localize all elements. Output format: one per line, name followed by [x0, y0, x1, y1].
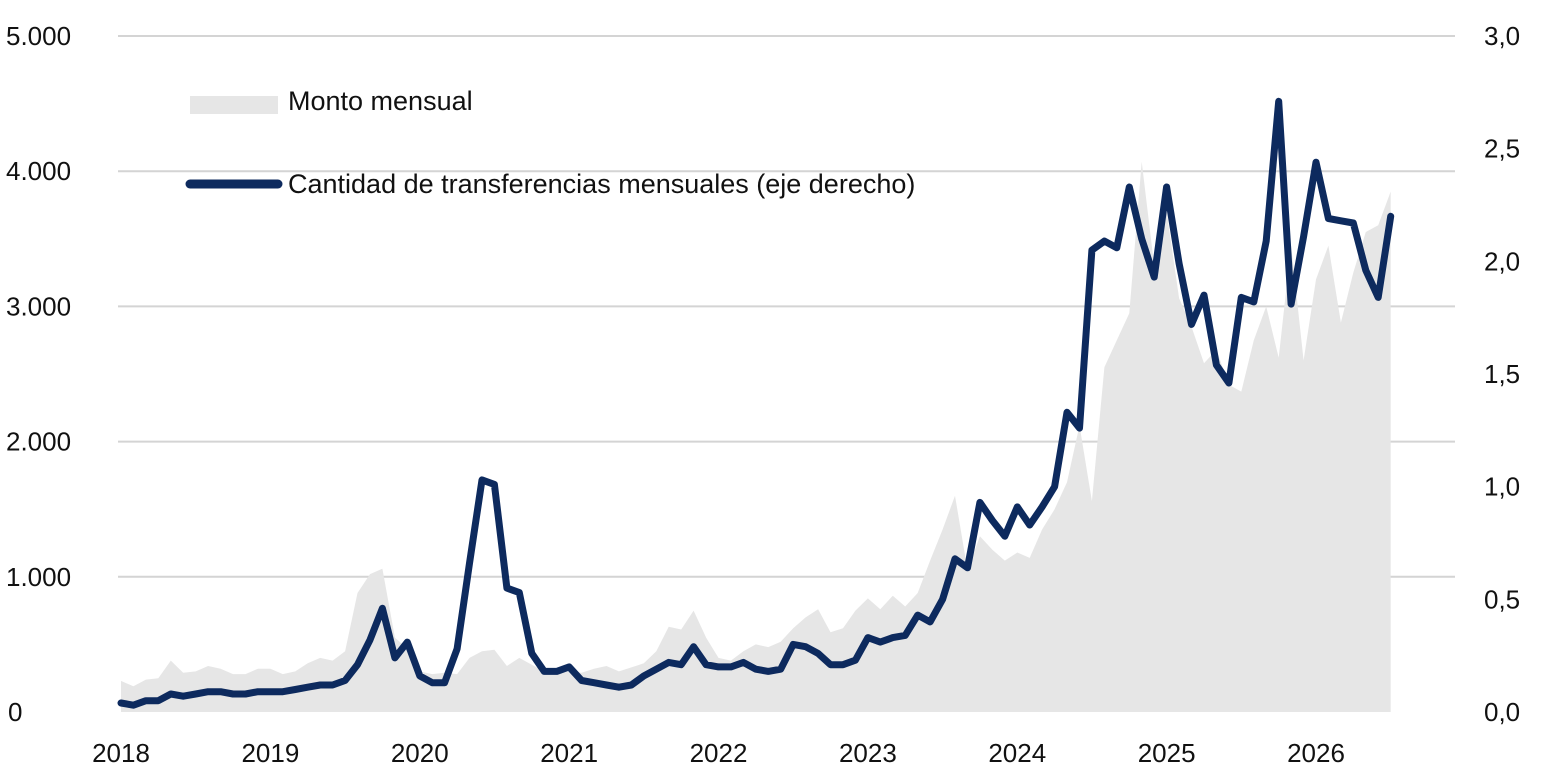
left-tick-label: 0	[8, 697, 22, 727]
x-tick-label: 2024	[988, 738, 1046, 768]
legend-label-area: Monto mensual	[288, 86, 473, 116]
right-tick-label: 0,0	[1484, 697, 1520, 727]
right-tick-label: 0,5	[1484, 584, 1520, 614]
legend: Monto mensual Cantidad de transferencias…	[185, 86, 915, 199]
left-axis-ticks: 0 1.000 2.000 3.000 4.000 5.000	[6, 21, 71, 727]
x-tick-label: 2021	[540, 738, 598, 768]
x-tick-label: 2018	[92, 738, 150, 768]
x-tick-label: 2026	[1287, 738, 1345, 768]
right-tick-label: 2,0	[1484, 246, 1520, 276]
right-tick-label: 2,5	[1484, 134, 1520, 164]
legend-area-swatch	[190, 96, 278, 114]
right-tick-label: 1,5	[1484, 359, 1520, 389]
x-tick-label: 2019	[241, 738, 299, 768]
left-tick-label: 5.000	[6, 21, 71, 51]
left-tick-label: 2.000	[6, 427, 71, 457]
right-tick-label: 1,0	[1484, 472, 1520, 502]
x-tick-label: 2023	[839, 738, 897, 768]
cantidad-transferencias-line	[117, 97, 1395, 709]
x-tick-label: 2022	[690, 738, 748, 768]
x-tick-label: 2025	[1138, 738, 1196, 768]
left-tick-label: 1.000	[6, 562, 71, 592]
x-tick-label: 2020	[391, 738, 449, 768]
right-tick-label: 3,0	[1484, 21, 1520, 51]
x-axis-ticks: 2018 2019 2020 2021 2022 2023 2024 2025 2026	[92, 738, 1345, 768]
left-tick-label: 4.000	[6, 156, 71, 186]
monto-mensual-area	[121, 161, 1391, 712]
legend-label-line: Cantidad de transferencias mensuales (ej…	[288, 169, 915, 199]
left-tick-label: 3.000	[6, 291, 71, 321]
right-axis-ticks: 0,0 0,5 1,0 1,5 2,0 2,5 3,0	[1484, 21, 1520, 727]
